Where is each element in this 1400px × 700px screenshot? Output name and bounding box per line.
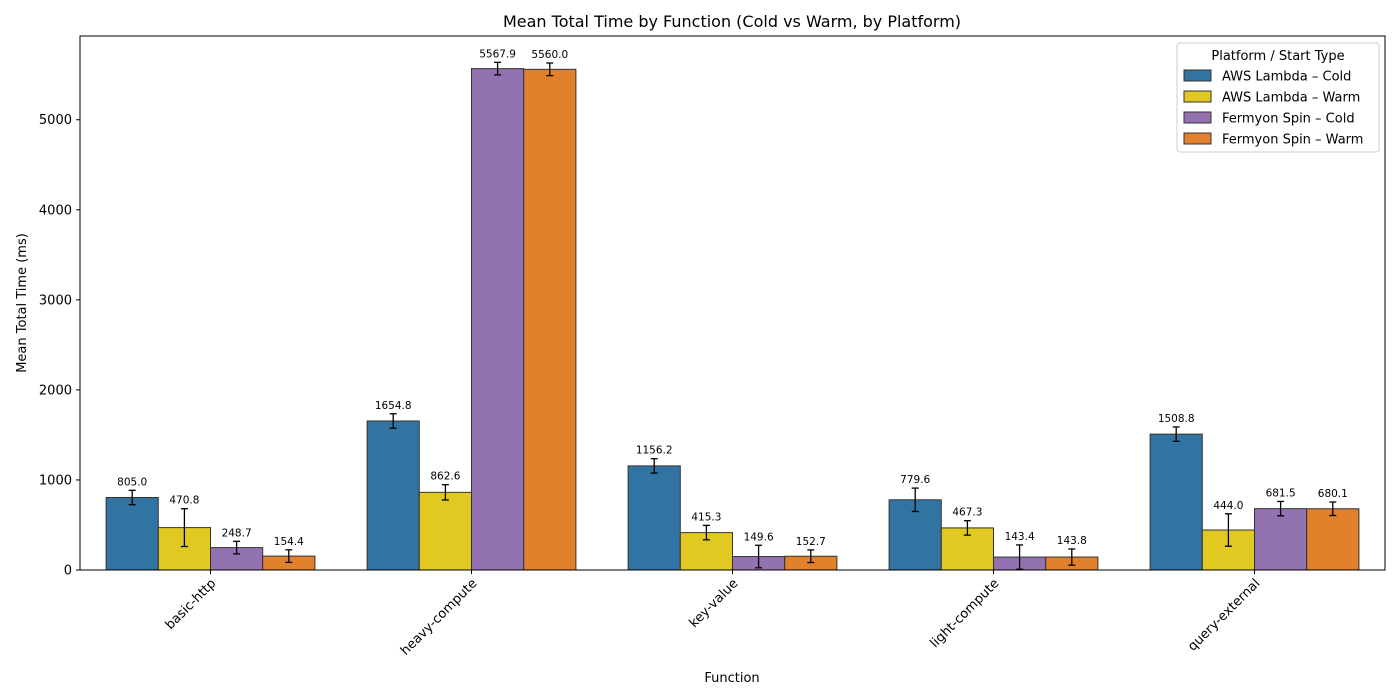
legend-swatch [1183,90,1212,103]
bar [1306,508,1360,571]
data-label: 154.4 [274,536,304,548]
y-tick-label: 5000 [39,113,72,128]
data-label: 779.6 [900,474,930,486]
legend-swatch [1183,132,1212,145]
data-label: 143.8 [1057,535,1087,547]
legend-swatch [1183,69,1212,82]
x-tick-label: basic-http [163,576,220,633]
data-label: 149.6 [744,531,774,543]
chart-title: Mean Total Time by Function (Cold vs War… [503,12,961,31]
legend-entry-label: AWS Lambda – Cold [1222,70,1351,85]
bar [366,420,420,571]
bar [1149,433,1203,571]
y-tick-label: 1000 [39,473,72,488]
data-label: 5567.9 [479,48,516,60]
legend: Platform / Start Type AWS Lambda – Cold A… [1176,42,1380,153]
bar [418,491,472,571]
bar [471,68,525,571]
data-label: 680.1 [1318,488,1348,500]
bar [105,497,159,571]
legend-entry-label: Fermyon Spin – Warm [1222,133,1363,148]
x-axis-label: Function [704,671,759,686]
data-label: 467.3 [952,507,982,519]
data-label: 1654.8 [375,400,412,412]
data-label: 681.5 [1266,487,1296,499]
y-tick-label: 4000 [39,203,72,218]
x-tick-label: heavy-compute [398,576,480,658]
data-label: 805.0 [117,476,147,488]
data-label: 444.0 [1213,500,1243,512]
data-label: 470.8 [169,495,199,507]
data-label: 415.3 [691,511,721,523]
bar [627,465,681,571]
data-label: 152.7 [796,536,826,548]
legend-box [1176,42,1380,153]
legend-entry-label: AWS Lambda – Warm [1222,91,1360,106]
data-label: 143.4 [1005,531,1035,543]
bar [1254,508,1308,571]
bar [523,68,577,571]
data-label: 5560.0 [531,49,568,61]
y-tick-label: 2000 [39,383,72,398]
y-tick-label: 3000 [39,293,72,308]
chart-marks: 0 1000 2000 3000 4000 5000 basic-http 805.0 470.… [39,48,1360,659]
data-label: 862.6 [430,471,460,483]
y-axis-label: Mean Total Time (ms) [15,233,30,373]
legend-title: Platform / Start Type [1211,49,1344,64]
x-tick-label: key-value [687,576,742,631]
legend-swatch [1183,111,1212,124]
legend-entry-label: Fermyon Spin – Cold [1222,112,1355,127]
data-label: 1508.8 [1158,413,1195,425]
data-label: 248.7 [222,527,252,539]
x-tick-label: light-compute [927,576,1002,651]
x-tick-label: query-external [1185,576,1263,654]
data-label: 1156.2 [636,445,673,457]
y-tick-label: 0 [64,564,72,579]
plot-frame [79,35,1386,571]
